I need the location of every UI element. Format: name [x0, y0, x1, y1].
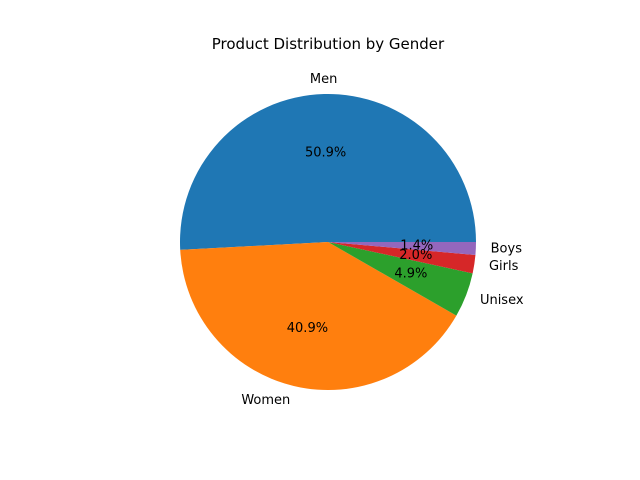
slice-label-men: Men [310, 72, 337, 87]
slice-label-unisex: Unisex [480, 293, 524, 308]
pie-slices [180, 94, 476, 390]
pie-slice-women [180, 242, 457, 390]
slice-label-girls: Girls [489, 259, 519, 274]
pie-slice-girls [328, 242, 476, 274]
pie-labels: Men 50.9% Women 40.9% Unisex 4.9% Girls 2.0% Boy… [241, 72, 524, 408]
slice-label-women: Women [241, 393, 290, 408]
pie-slice-men [180, 94, 476, 250]
slice-pct-women: 40.9% [287, 321, 328, 336]
slice-label-boys: Boys [491, 242, 523, 257]
pie-slice-boys [328, 242, 476, 255]
slice-pct-boys: 1.4% [400, 238, 433, 253]
slice-pct-girls: 2.0% [399, 248, 432, 263]
chart-title: Product Distribution by Gender [212, 35, 445, 53]
slice-pct-men: 50.9% [305, 146, 346, 161]
pie-slice-unisex [328, 242, 473, 316]
slice-pct-unisex: 4.9% [394, 266, 427, 281]
